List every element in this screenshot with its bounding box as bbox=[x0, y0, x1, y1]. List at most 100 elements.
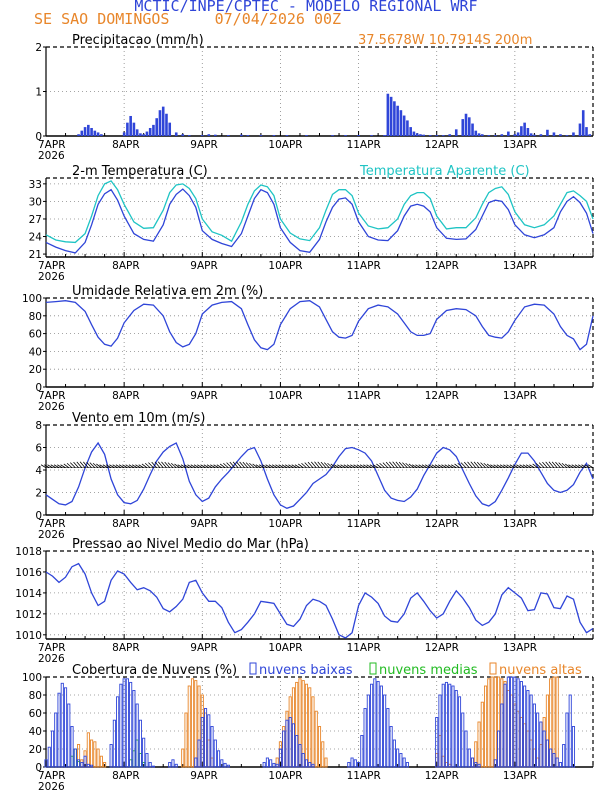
cloud-low-bar bbox=[282, 730, 286, 768]
precip-bar bbox=[415, 133, 419, 136]
wind-barb bbox=[301, 462, 307, 469]
cloud-low-bar bbox=[402, 757, 406, 768]
x-tick-label: 7APR bbox=[38, 770, 66, 782]
y-tick-label: 8 bbox=[35, 420, 42, 432]
cloud-low-bar bbox=[80, 762, 84, 768]
cloud-low-bar bbox=[363, 708, 367, 768]
cloud-low-bar bbox=[347, 762, 351, 768]
cloud-low-bar bbox=[549, 748, 553, 768]
wind-barb bbox=[441, 464, 447, 469]
precip-bar bbox=[148, 127, 152, 136]
wind-barb bbox=[356, 464, 363, 469]
cloud-high-bar bbox=[324, 757, 328, 768]
y-tick-label: 100 bbox=[22, 672, 42, 684]
cloud-low-bar bbox=[54, 712, 58, 768]
cloud-low-bar bbox=[275, 763, 279, 768]
cloud-low-bar bbox=[562, 744, 566, 768]
precip-bar bbox=[422, 134, 425, 136]
wind-barb bbox=[278, 464, 284, 469]
precip-bar bbox=[487, 135, 491, 136]
x-tick-label: 11APR bbox=[347, 139, 381, 151]
wind-barb bbox=[568, 464, 574, 469]
precip-bar bbox=[93, 130, 97, 136]
x-tick-label: 12APR bbox=[425, 390, 459, 402]
wind-barb bbox=[180, 464, 187, 469]
precip-bar bbox=[132, 122, 136, 136]
precip-bar bbox=[409, 127, 412, 136]
precip-bar bbox=[158, 110, 162, 136]
y-tick-label: 1018 bbox=[15, 546, 42, 558]
precip-bar bbox=[168, 122, 172, 136]
cloud-low-bar bbox=[86, 763, 90, 768]
wind-barb bbox=[578, 464, 584, 469]
y-tick-label: 24 bbox=[29, 232, 43, 244]
cloud-low-bar bbox=[122, 678, 126, 768]
series-line-temp-1 bbox=[45, 180, 594, 244]
wind-barb bbox=[262, 464, 268, 469]
precip-bar bbox=[396, 105, 399, 136]
chart-subtitle: SE SAO DOMINGOS 07/04/2026 00Z bbox=[34, 10, 341, 28]
cloud-high-bar bbox=[96, 748, 100, 768]
wind-barb bbox=[219, 463, 226, 469]
cloud-low-bar bbox=[558, 762, 562, 768]
precip-bar bbox=[526, 127, 530, 136]
y-tick-label: 0 bbox=[35, 131, 42, 143]
cloud-low-bar bbox=[151, 765, 155, 768]
wind-barb bbox=[415, 464, 421, 469]
y-tick-label: 21 bbox=[29, 249, 42, 261]
x-tick-label: 10APR bbox=[268, 642, 302, 654]
coords-label: 37.5678W 10.7914S 200m bbox=[358, 33, 532, 48]
cloud-low-bar bbox=[493, 759, 497, 768]
wind-barb bbox=[369, 464, 376, 469]
y-tick-label: 0 bbox=[35, 510, 42, 522]
cloud-low-bar bbox=[539, 721, 543, 768]
cloud-low-bar bbox=[386, 708, 390, 768]
cloud-low-bar bbox=[470, 757, 475, 768]
x-tick-label: 9APR bbox=[190, 770, 218, 782]
precip-bar bbox=[441, 135, 445, 136]
y-tick-label: 6 bbox=[35, 443, 42, 455]
x-year-label: 2026 bbox=[38, 150, 65, 162]
wind-barb bbox=[128, 464, 135, 469]
wind-barb bbox=[203, 464, 210, 469]
cloud-low-bar bbox=[174, 763, 178, 768]
cloud-low-bar bbox=[148, 762, 152, 768]
wind-barb bbox=[454, 463, 460, 469]
cloud-low-bar bbox=[207, 714, 211, 768]
wind-barb bbox=[545, 461, 551, 469]
precip-bar bbox=[305, 135, 308, 136]
cloud-low-bar bbox=[451, 685, 455, 768]
cloud-low-bar bbox=[438, 694, 442, 768]
precip-bar bbox=[523, 122, 526, 136]
cloud-low-bar bbox=[50, 730, 55, 768]
precip-bar bbox=[174, 132, 178, 136]
cloud-low-bar bbox=[545, 739, 549, 768]
cloud-low-bar bbox=[285, 719, 289, 768]
y-tick-label: 2 bbox=[35, 488, 42, 500]
wind-barb bbox=[340, 464, 346, 469]
wind-barb bbox=[239, 461, 245, 469]
cloud-low-bar bbox=[226, 764, 230, 768]
x-tick-label: 10APR bbox=[268, 390, 302, 402]
precip-bar bbox=[126, 122, 129, 136]
cloud-low-bar bbox=[311, 763, 315, 768]
cloud-high-bar bbox=[477, 721, 481, 768]
wind-barb bbox=[148, 462, 154, 469]
x-tick-label: 8APR bbox=[112, 770, 139, 782]
wind-barb bbox=[496, 464, 503, 469]
y-tick-label: 1012 bbox=[15, 609, 42, 621]
wind-barb bbox=[418, 464, 424, 469]
wind-barb bbox=[109, 464, 115, 469]
wind-barb bbox=[451, 464, 457, 469]
cloud-high-bar bbox=[317, 726, 322, 768]
y-tick-label: 40 bbox=[29, 346, 42, 358]
cloud-low-bar bbox=[135, 703, 139, 768]
wind-barb bbox=[323, 462, 330, 469]
wind-barb bbox=[438, 464, 444, 469]
precip-bar bbox=[90, 127, 93, 136]
cloud-low-bar bbox=[132, 690, 136, 768]
panel-rh: 0 20 40 60 80 100 7APR 8APR 9APR 10APR 11APR 12APR 1… bbox=[22, 284, 594, 413]
precip-bar bbox=[419, 134, 422, 136]
precip-bar bbox=[539, 134, 543, 136]
